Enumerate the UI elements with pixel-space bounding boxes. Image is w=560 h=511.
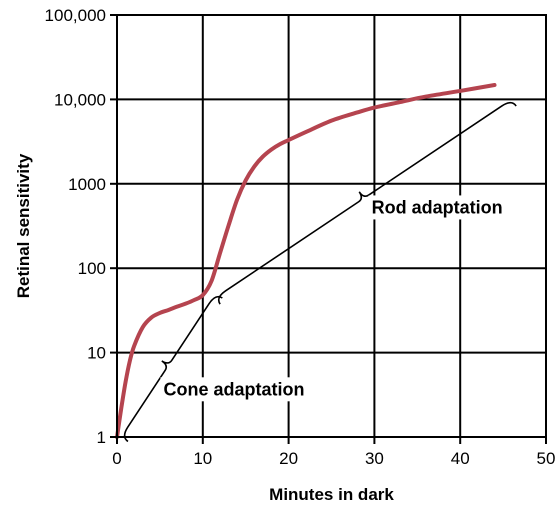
series — [115, 83, 497, 439]
sensitivity-curve — [115, 83, 497, 439]
x-tick-label: 0 — [112, 449, 121, 468]
x-tick-label: 30 — [365, 449, 384, 468]
y-tick-label: 1000 — [68, 175, 106, 194]
y-tick-label: 100 — [78, 259, 106, 278]
plot-frame — [110, 14, 547, 444]
x-axis-label: Minutes in dark — [269, 485, 394, 504]
y-tick-label: 100,000 — [45, 6, 106, 25]
cone-adaptation-label: Cone adaptation — [163, 379, 304, 399]
rod-adaptation-bracket — [217, 101, 517, 305]
plot-border — [116, 14, 547, 438]
y-tick-label: 10,000 — [54, 90, 106, 109]
cone-adaptation-bracket — [123, 295, 223, 443]
tick-labels: 0 10 20 30 40 50 1 10 100 1000 10,000 100,000 — [45, 6, 556, 468]
annotations: Rod adaptation Cone adaptation — [123, 101, 517, 443]
y-tick-label: 10 — [87, 344, 106, 363]
y-tick-label: 1 — [97, 428, 106, 447]
x-tick-label: 40 — [451, 449, 470, 468]
x-tick-label: 20 — [279, 449, 298, 468]
x-tick-label: 10 — [193, 449, 212, 468]
x-tick-label: 50 — [537, 449, 556, 468]
rod-adaptation-label-bg — [368, 195, 506, 220]
grid — [117, 15, 546, 437]
rod-adaptation-label: Rod adaptation — [372, 197, 503, 217]
y-axis-label: Retinal sensitivity — [14, 153, 33, 298]
cone-adaptation-label-bg — [160, 377, 308, 402]
